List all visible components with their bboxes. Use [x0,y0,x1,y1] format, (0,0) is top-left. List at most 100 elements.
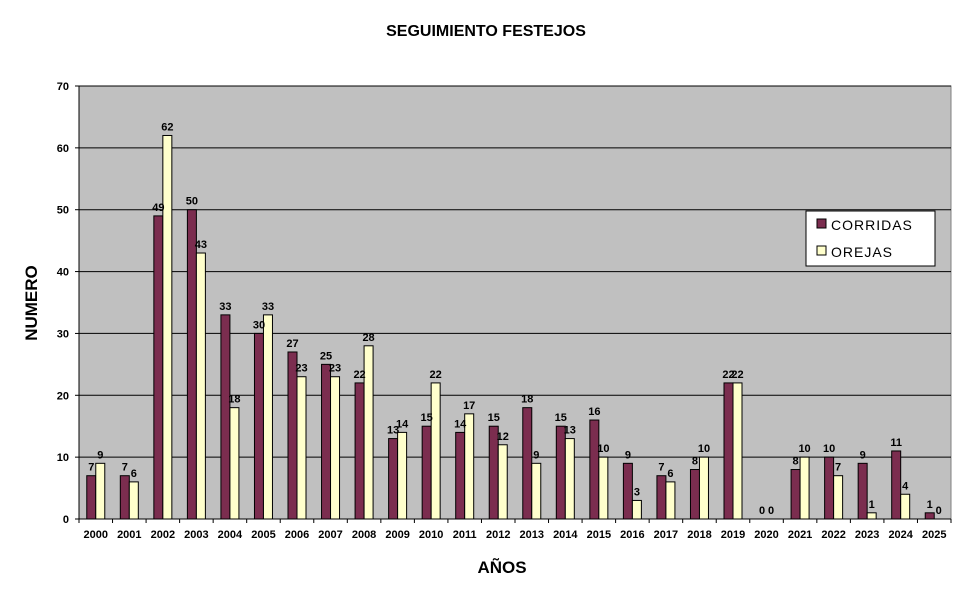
data-label-corridas-2009: 13 [387,425,399,437]
bar-corridas-2010 [421,425,432,520]
bar-corridas-2003 [186,209,197,520]
bar-orejas-2007 [330,376,341,520]
legend-swatch-corridas [816,218,827,229]
data-label-orejas-2002: 62 [161,121,173,133]
bar-corridas-2002 [153,215,164,520]
x-tick-label: 2006 [285,529,309,541]
data-label-orejas-2019: 22 [731,369,743,381]
bar-orejas-2014 [564,438,575,520]
data-label-orejas-2015: 10 [597,443,609,455]
x-tick-label: 2019 [721,529,745,541]
x-tick-label: 2000 [84,529,108,541]
bar-corridas-2015 [589,419,600,520]
data-label-orejas-2010: 22 [430,369,442,381]
x-tick-label: 2010 [419,529,443,541]
bar-orejas-2015 [598,456,609,520]
data-label-corridas-2003: 50 [186,196,198,208]
data-label-orejas-2006: 23 [295,363,307,375]
bar-corridas-2025 [924,512,935,520]
data-label-corridas-2005: 30 [253,319,265,331]
data-label-orejas-2011: 17 [463,400,475,412]
data-label-orejas-2007: 23 [329,363,341,375]
bar-orejas-2010 [430,382,441,520]
data-label-corridas-2018: 8 [692,456,698,468]
bar-corridas-2017 [656,475,667,520]
data-label-orejas-2009: 14 [396,418,409,430]
data-label-corridas-2025: 1 [927,499,933,511]
y-tick-label: 70 [57,81,69,93]
x-tick-label: 2013 [520,529,544,541]
bar-orejas-2017 [665,481,676,520]
x-tick-label: 2001 [117,529,141,541]
data-label-corridas-2006: 27 [286,338,298,350]
data-label-orejas-2013: 9 [533,449,539,461]
y-axis-ticks: 0 10 20 30 40 50 60 70 [57,81,79,526]
data-label-corridas-2010: 15 [421,412,433,424]
x-tick-label: 2016 [620,529,644,541]
data-label-orejas-2001: 6 [131,468,137,480]
data-label-orejas-2020: 0 [768,505,774,517]
x-tick-label: 2015 [587,529,611,541]
legend-swatch-orejas [816,245,827,256]
y-tick-label: 0 [63,514,69,526]
data-label-corridas-2015: 16 [588,406,600,418]
legend-label-orejas: OREJAS [831,244,893,260]
x-tick-label: 2022 [821,529,845,541]
bar-orejas-2021 [799,456,810,520]
data-label-orejas-2018: 10 [698,443,710,455]
x-tick-label: 2018 [687,529,711,541]
bar-corridas-2016 [622,462,633,520]
x-tick-label: 2017 [654,529,678,541]
data-label-orejas-2003: 43 [195,239,207,251]
data-label-corridas-2001: 7 [122,462,128,474]
data-label-corridas-2014: 15 [555,412,567,424]
y-tick-label: 30 [57,328,69,340]
bar-orejas-2004 [229,407,240,520]
x-tick-label: 2025 [922,529,946,541]
legend: CORRIDAS OREJAS [805,210,936,267]
y-tick-label: 40 [57,267,69,279]
x-tick-label: 2005 [251,529,275,541]
y-tick-label: 10 [57,452,69,464]
data-label-orejas-2008: 28 [362,332,374,344]
data-label-orejas-2014: 13 [564,425,576,437]
data-label-corridas-2024: 11 [890,437,902,449]
bar-corridas-2014 [555,425,566,520]
data-label-orejas-2024: 4 [902,480,909,492]
data-label-corridas-2016: 9 [625,449,631,461]
bar-corridas-2004 [220,314,231,520]
data-label-corridas-2002: 49 [152,202,164,214]
bar-orejas-2022 [833,475,844,520]
data-label-orejas-2023: 1 [869,499,875,511]
bar-orejas-2024 [900,493,911,520]
data-label-orejas-2004: 18 [228,394,240,406]
data-label-orejas-2017: 6 [667,468,673,480]
data-label-orejas-2016: 3 [634,486,640,498]
data-label-corridas-2007: 25 [320,350,332,362]
plot-area [78,85,952,520]
data-label-corridas-2008: 22 [353,369,365,381]
bar-orejas-2019 [732,382,743,520]
x-axis-title: AÑOS [477,557,526,577]
data-label-corridas-2013: 18 [521,394,533,406]
data-label-corridas-2000: 7 [88,462,94,474]
bar-corridas-2021 [790,469,801,520]
x-tick-label: 2003 [184,529,208,541]
bar-corridas-2019 [723,382,734,520]
bar-orejas-2016 [631,499,642,520]
x-tick-label: 2021 [788,529,812,541]
data-label-orejas-2021: 10 [798,443,810,455]
data-label-corridas-2022: 10 [823,443,835,455]
bar-orejas-2005 [262,314,273,520]
legend-box [805,210,936,267]
bar-corridas-2022 [824,456,835,520]
x-tick-label: 2009 [385,529,409,541]
x-tick-label: 2002 [151,529,175,541]
bars [86,134,935,520]
bar-orejas-2006 [296,376,307,520]
x-tick-label: 2023 [855,529,879,541]
bar-orejas-2003 [195,252,206,520]
bar-orejas-2012 [497,444,508,520]
data-label-corridas-2012: 15 [488,412,500,424]
bar-orejas-2018 [698,456,709,520]
